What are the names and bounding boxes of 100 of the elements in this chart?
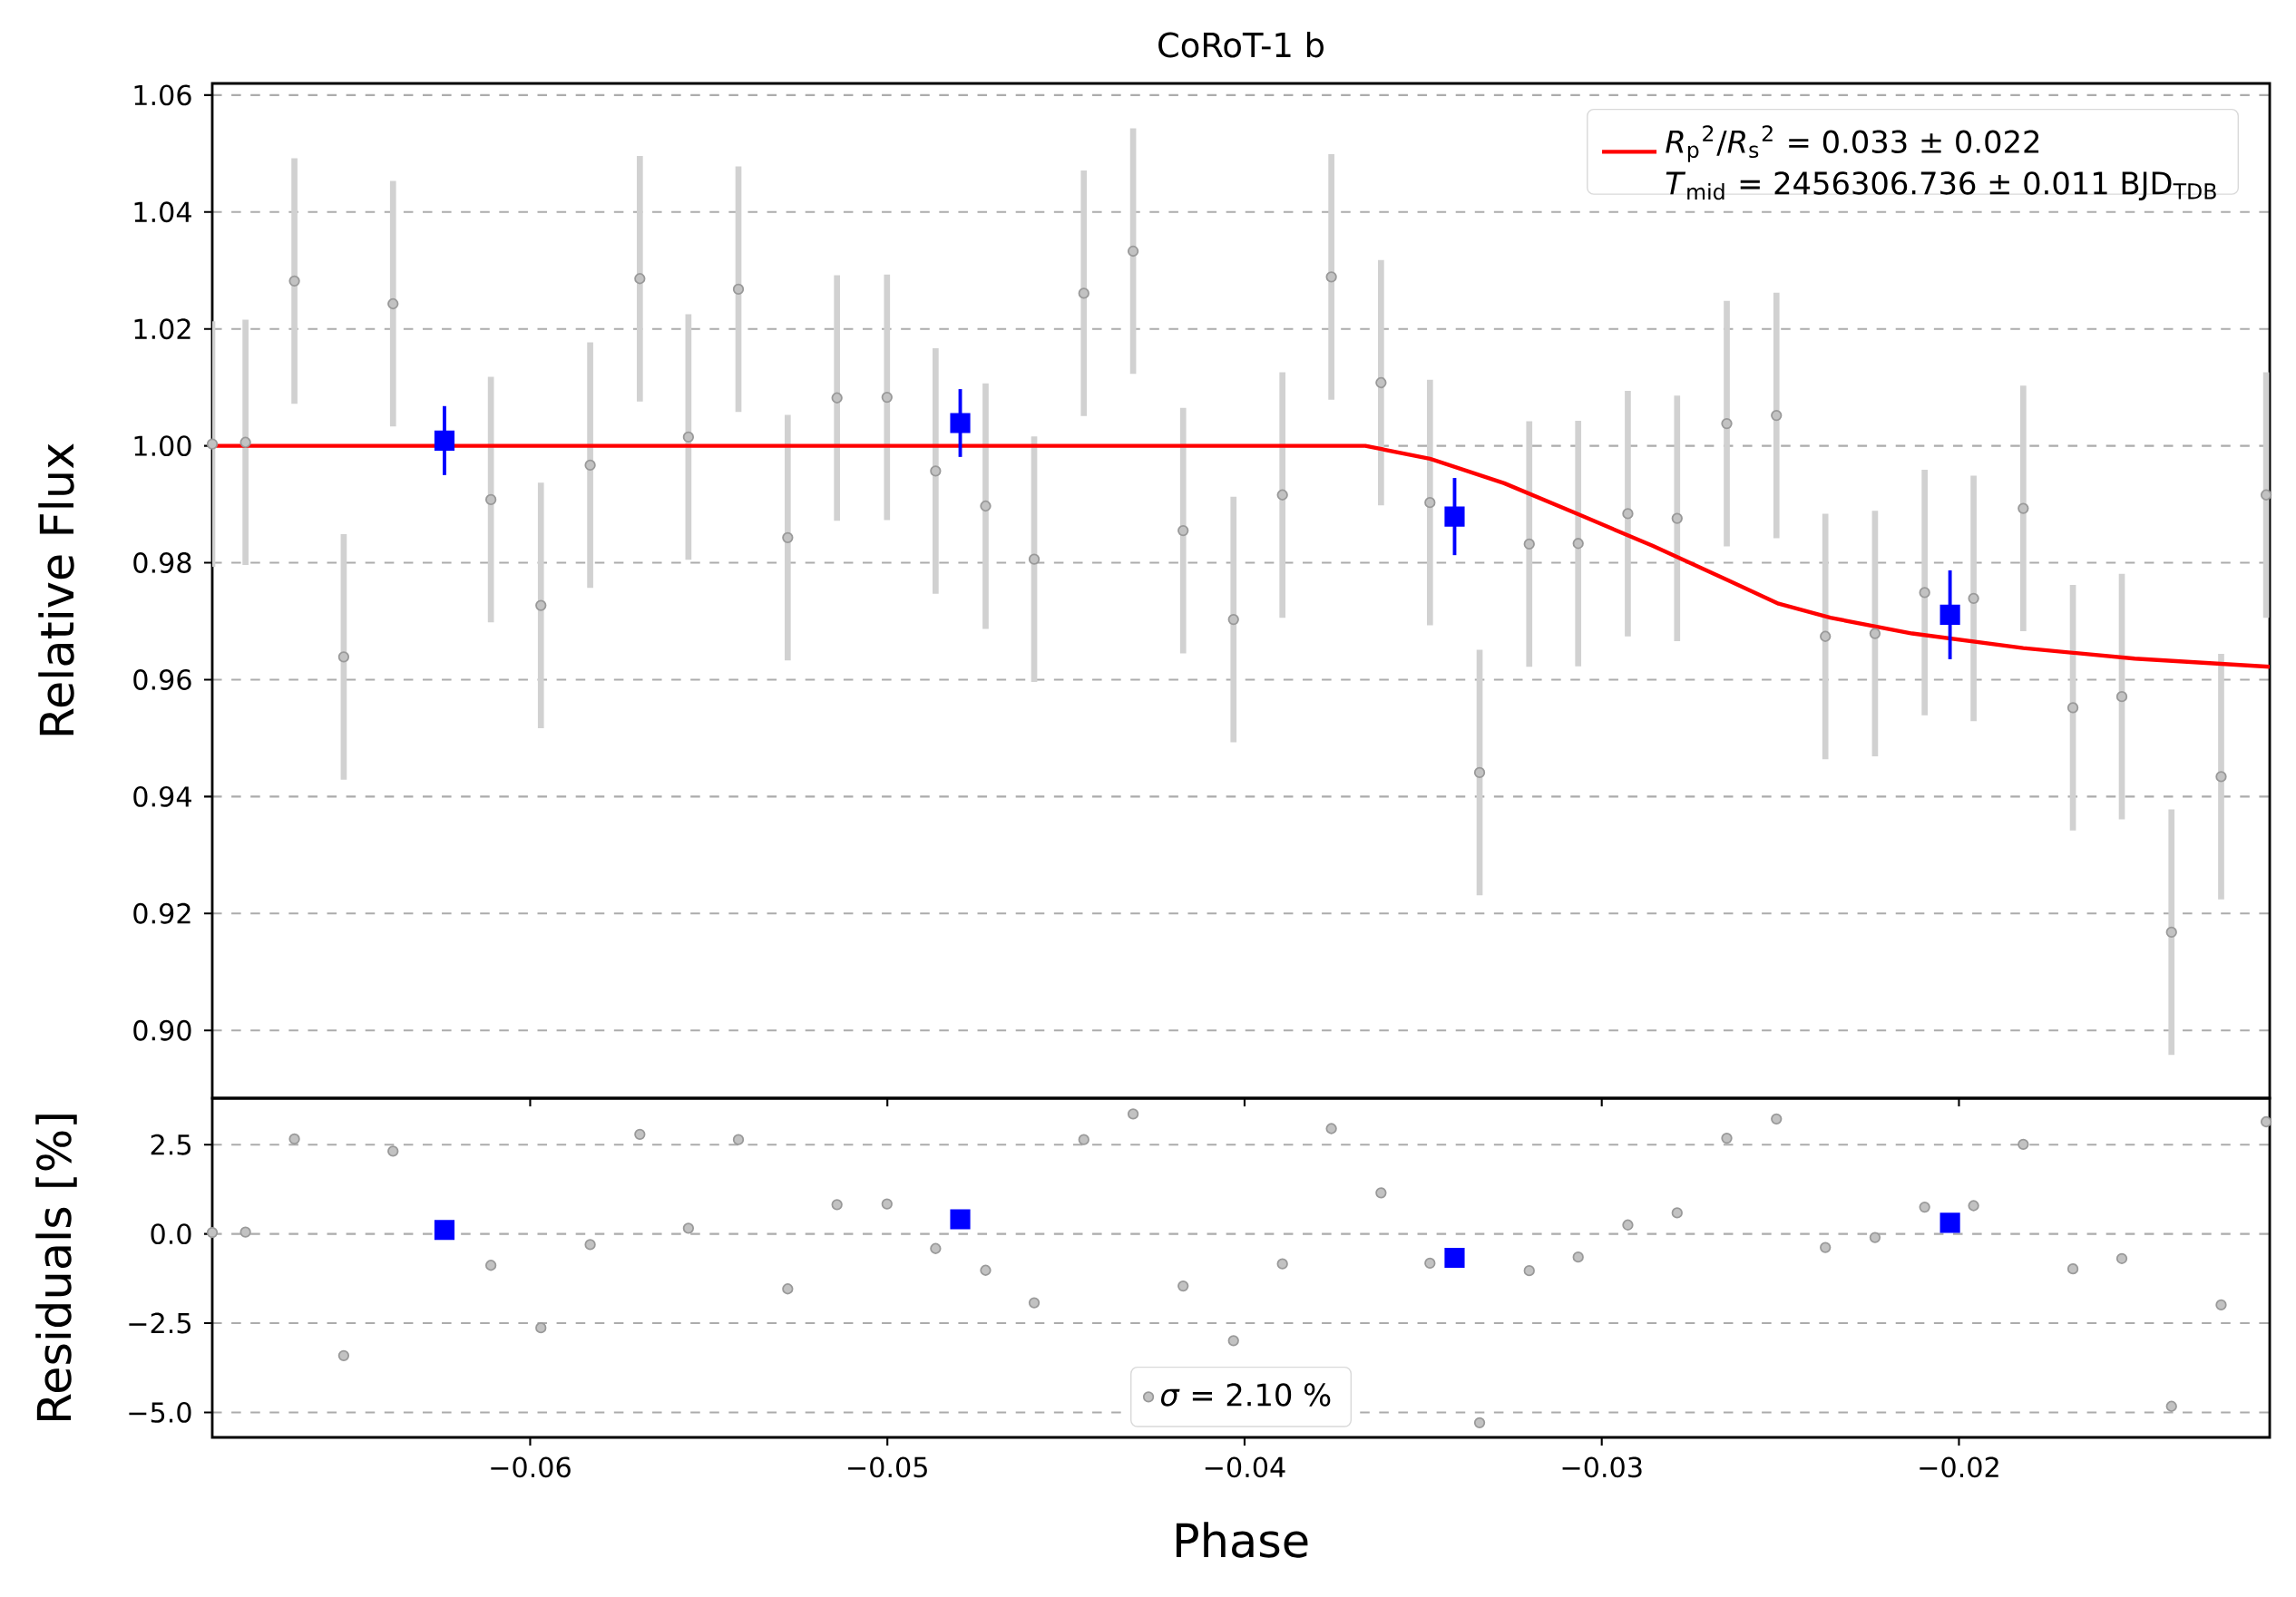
point — [1276, 1258, 1288, 1270]
point — [1622, 1219, 1634, 1231]
point — [1127, 245, 1139, 258]
x-tick-label: −0.03 — [1562, 1456, 1642, 1478]
point — [1473, 1417, 1486, 1428]
annotation: T$_{mid}$ = 2456306.736 ± 0.011 BJD$_{TDB}$ — [1666, 171, 2216, 200]
y-tick-label: 0.90 — [133, 1019, 191, 1041]
point — [881, 391, 893, 404]
point — [1721, 417, 1733, 430]
x-tick-label: −0.04 — [1205, 1456, 1285, 1478]
point — [1968, 1200, 1979, 1212]
point — [2165, 1400, 2177, 1412]
y-tick-label: 2.5 — [151, 1134, 191, 1155]
point — [2215, 771, 2227, 783]
x-tick-label: −0.06 — [491, 1456, 571, 1478]
point — [1325, 1123, 1337, 1134]
point — [950, 1209, 971, 1230]
point — [288, 1133, 300, 1145]
point — [1622, 508, 1634, 520]
y-tick-label: 1.06 — [134, 84, 191, 106]
point — [1227, 613, 1239, 626]
y-tick-label: 1.00 — [134, 435, 191, 457]
point — [2115, 1252, 2128, 1264]
point — [1820, 630, 1832, 642]
point — [206, 438, 219, 450]
point — [1078, 287, 1089, 299]
point — [1325, 271, 1337, 283]
point — [634, 1128, 646, 1140]
point — [1919, 587, 1930, 599]
point — [950, 413, 971, 433]
point — [2066, 1263, 2079, 1275]
chart-title: CoRoT-1 b — [1158, 31, 1324, 58]
point — [1078, 1134, 1089, 1145]
point — [1028, 1297, 1041, 1309]
y-tick-label: 0.0 — [151, 1223, 191, 1245]
point — [732, 1134, 745, 1145]
point — [732, 283, 745, 296]
point — [1919, 1201, 1930, 1213]
point — [1771, 1113, 1783, 1125]
point — [930, 465, 942, 477]
point — [1473, 766, 1486, 779]
point — [434, 1220, 455, 1241]
point — [239, 436, 251, 448]
point — [1028, 553, 1041, 565]
x-axis-title: Phase — [1176, 1522, 1308, 1558]
point — [2260, 1115, 2272, 1128]
point — [930, 1242, 942, 1254]
point — [2018, 502, 2029, 514]
point — [1721, 1132, 1733, 1144]
legend-label: σ = 2.10 % — [1160, 1383, 1331, 1407]
point — [782, 531, 794, 543]
point — [634, 273, 646, 285]
y-tick-label: 0.94 — [133, 785, 191, 807]
point — [1523, 538, 1535, 550]
y-tick-label: 1.02 — [134, 318, 191, 340]
point — [1177, 1280, 1189, 1292]
point — [1227, 1335, 1239, 1347]
point — [535, 1321, 547, 1334]
point — [831, 392, 843, 404]
point — [387, 1145, 399, 1157]
y-axis-title: Relative Flux — [38, 443, 74, 735]
point — [1177, 524, 1189, 537]
y-tick-label: 0.98 — [133, 552, 191, 573]
point — [682, 1222, 695, 1234]
point — [239, 1226, 251, 1238]
point — [1375, 376, 1387, 389]
point — [535, 599, 547, 611]
y-tick-label: −5.0 — [129, 1402, 191, 1423]
point — [1771, 409, 1783, 422]
point — [2165, 926, 2177, 939]
point — [1444, 506, 1465, 527]
y-tick-label: 1.04 — [134, 201, 191, 223]
point — [1671, 512, 1683, 524]
point — [1939, 1212, 1960, 1233]
point — [1375, 1187, 1387, 1199]
point — [980, 1264, 992, 1276]
y-tick-label: 0.92 — [133, 902, 191, 924]
point — [1523, 1265, 1535, 1277]
point — [980, 500, 992, 512]
y-axis-title: Residuals [%] — [35, 1115, 77, 1421]
point — [484, 493, 497, 506]
point — [1820, 1242, 1832, 1253]
point — [387, 297, 399, 310]
point — [584, 1239, 596, 1251]
point — [1572, 538, 1584, 550]
point — [1127, 1108, 1139, 1120]
point — [2260, 489, 2272, 501]
point — [206, 1226, 219, 1239]
point — [1276, 489, 1288, 501]
point — [682, 431, 695, 443]
x-tick-label: −0.02 — [1920, 1456, 1998, 1478]
point — [1869, 1232, 1881, 1243]
y-tick-label: 0.96 — [133, 669, 191, 690]
legend-label: R$_{p}$$^{2}$/R$_{s}$$^{2}$ = 0.033 ± 0.022 — [1666, 125, 2039, 162]
point — [2066, 702, 2079, 714]
point — [337, 1349, 350, 1361]
point — [2018, 1138, 2029, 1150]
point — [1444, 1247, 1465, 1269]
point — [1968, 592, 1979, 605]
x-tick-label: −0.05 — [848, 1456, 927, 1478]
